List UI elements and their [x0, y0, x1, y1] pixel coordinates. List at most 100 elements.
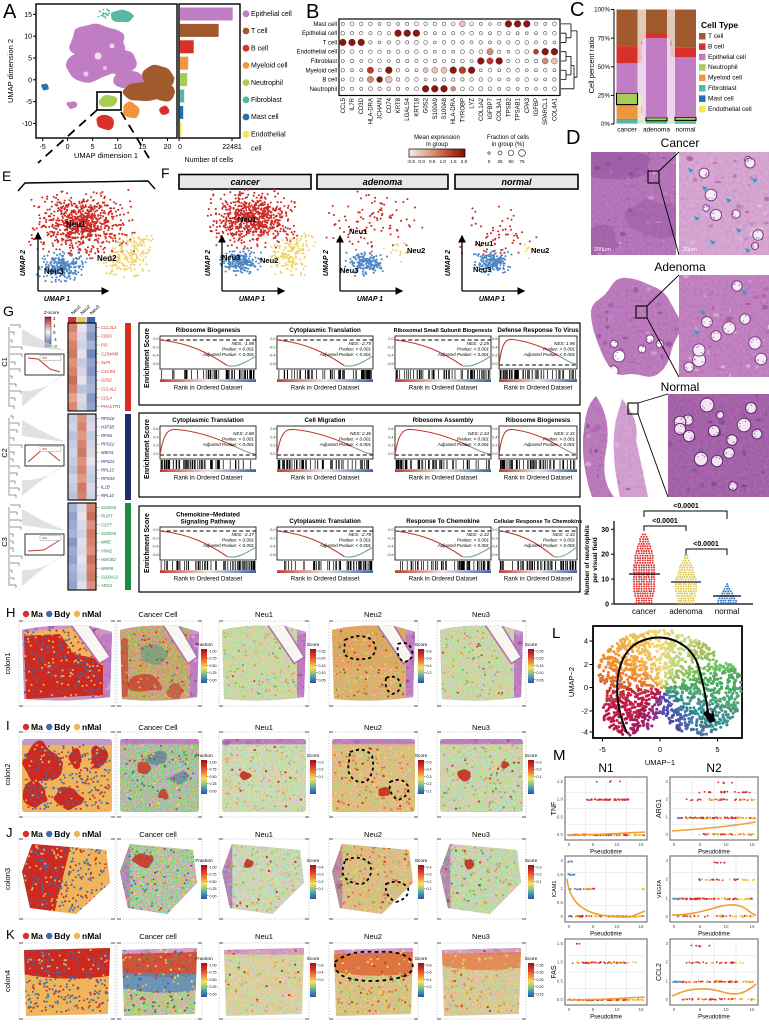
svg-text:Cancer cell: Cancer cell [139, 830, 177, 839]
svg-text:Myeloid cell: Myeloid cell [251, 63, 288, 70]
svg-text:0.4: 0.4 [319, 971, 324, 975]
svg-text:Adjusted Pvalue: < 0.001: Adjusted Pvalue: < 0.001 [523, 352, 576, 357]
svg-text:10: 10 [723, 1007, 729, 1012]
svg-text:nMal: nMal [82, 722, 101, 732]
svg-text:Rank in Ordered Dataset: Rank in Ordered Dataset [504, 576, 573, 583]
svg-text:G: G [3, 303, 14, 319]
svg-text:A: A [3, 1, 17, 23]
svg-text:IL1B: IL1B [101, 485, 110, 490]
svg-text:0.0: 0.0 [492, 528, 497, 532]
svg-text:KRT18: KRT18 [414, 97, 420, 116]
svg-text:NES: -2.32: NES: -2.32 [553, 532, 576, 537]
svg-text:-0.2: -0.2 [152, 345, 159, 349]
svg-text:Neu2: Neu2 [364, 723, 382, 732]
svg-text:10: 10 [614, 1007, 620, 1012]
svg-text:Ma: Ma [31, 609, 43, 619]
svg-text:10: 10 [614, 842, 620, 847]
svg-text:J: J [6, 825, 13, 840]
svg-text:Cancer cell: Cancer cell [139, 932, 177, 941]
svg-text:Adjusted Pvalue: < 0.001: Adjusted Pvalue: < 0.001 [319, 543, 372, 548]
svg-text:Neu2: Neu2 [407, 246, 425, 255]
svg-text:RGPT: RGPT [101, 514, 113, 519]
svg-text:VNN2: VNN2 [101, 548, 113, 553]
svg-text:C3: C3 [0, 537, 9, 547]
svg-text:1.0: 1.0 [440, 159, 447, 164]
svg-text:TNF: TNF [551, 802, 558, 816]
svg-text:-0.4: -0.4 [387, 354, 394, 358]
svg-text:1.5: 1.5 [557, 941, 564, 946]
svg-text:Fraction: Fraction [195, 642, 213, 648]
svg-text:0.0: 0.0 [153, 452, 158, 456]
svg-text:75%: 75% [598, 35, 611, 42]
svg-text:0.4: 0.4 [388, 435, 393, 439]
svg-text:3: 3 [665, 858, 668, 863]
svg-text:2: 2 [53, 316, 56, 321]
svg-text:S100A9: S100A9 [101, 531, 117, 536]
svg-text:2: 2 [560, 858, 563, 863]
svg-text:RPS4X: RPS4X [101, 476, 115, 481]
svg-text:Neu1: Neu1 [475, 239, 493, 248]
svg-text:Cytoplasmic Translation: Cytoplasmic Translation [172, 417, 244, 424]
svg-text:S100A8: S100A8 [442, 97, 448, 119]
svg-text:Pvalue: < 0.001: Pvalue: < 0.001 [543, 347, 575, 352]
svg-text:0.4: 0.4 [492, 435, 497, 439]
svg-text:Epithelial cell: Epithelial cell [251, 11, 292, 18]
svg-text:15: 15 [638, 1007, 644, 1012]
svg-text:Normal: Normal [661, 380, 700, 394]
svg-text:Neu1: Neu1 [255, 610, 273, 619]
svg-text:<0.0001: <0.0001 [693, 541, 719, 548]
svg-text:-0.2: -0.2 [269, 536, 276, 540]
svg-text:0%: 0% [601, 121, 610, 128]
svg-text:0.2: 0.2 [319, 880, 324, 884]
svg-text:cancer: cancer [632, 607, 656, 616]
svg-text:NES: 2.36: NES: 2.36 [350, 431, 371, 436]
svg-text:0.3: 0.3 [427, 873, 432, 877]
svg-text:<0.0001: <0.0001 [652, 518, 678, 525]
svg-text:-0.2: -0.2 [387, 536, 394, 540]
svg-text:adenoma: adenoma [669, 607, 703, 616]
svg-text:Cytoplasmic Translation: Cytoplasmic Translation [289, 518, 361, 525]
svg-text:5: 5 [592, 1007, 595, 1012]
svg-text:Pvalue: < 0.001: Pvalue: < 0.001 [339, 437, 371, 442]
svg-text:Neu3: Neu3 [472, 932, 490, 941]
svg-text:in group: in group [426, 142, 448, 148]
svg-text:0.3: 0.3 [537, 866, 542, 870]
svg-text:Number of cells: Number of cells [185, 157, 234, 164]
svg-text:T cell: T cell [708, 33, 724, 40]
svg-text:0: 0 [560, 914, 563, 919]
svg-text:HLA-DRA: HLA-DRA [451, 98, 457, 124]
svg-text:H3F3B: H3F3B [101, 424, 114, 429]
svg-text:Neu3: Neu3 [44, 267, 64, 276]
svg-text:NES: 1.96: NES: 1.96 [554, 341, 575, 346]
svg-text:<0.0001: <0.0001 [673, 503, 699, 510]
svg-text:Ma: Ma [31, 931, 43, 941]
svg-text:Bdy: Bdy [54, 829, 70, 839]
svg-text:Score: Score [525, 753, 538, 759]
svg-text:UMAP 1: UMAP 1 [44, 296, 70, 303]
svg-text:RPS18: RPS18 [101, 416, 115, 421]
svg-text:25%: 25% [598, 93, 611, 100]
svg-text:0.15: 0.15 [319, 664, 326, 668]
svg-text:0.2: 0.2 [537, 768, 542, 772]
svg-text:0.1: 0.1 [319, 887, 324, 891]
svg-text:0.8: 0.8 [427, 964, 432, 968]
svg-text:UMAP 1: UMAP 1 [357, 296, 383, 303]
svg-text:0.0: 0.0 [388, 528, 393, 532]
svg-text:Pvalue: < 0.001: Pvalue: < 0.001 [457, 347, 489, 352]
svg-text:0.4: 0.4 [427, 978, 432, 982]
svg-text:COL4A1: COL4A1 [552, 97, 558, 121]
svg-text:-5: -5 [26, 99, 32, 106]
svg-text:Score: Score [525, 956, 538, 962]
svg-text:K: K [6, 927, 15, 942]
svg-text:COL1A2: COL1A2 [479, 97, 485, 121]
svg-text:Neu1: Neu1 [255, 830, 273, 839]
svg-text:75: 75 [519, 159, 525, 164]
svg-text:VEGFA: VEGFA [657, 880, 663, 899]
svg-text:0: 0 [66, 144, 70, 151]
svg-text:RPS23: RPS23 [101, 459, 115, 464]
svg-text:Ma: Ma [31, 722, 43, 732]
svg-text:3: 3 [665, 779, 668, 784]
svg-text:0.2: 0.2 [153, 444, 158, 448]
svg-text:0: 0 [673, 1007, 676, 1012]
svg-text:0.50: 0.50 [210, 664, 217, 668]
